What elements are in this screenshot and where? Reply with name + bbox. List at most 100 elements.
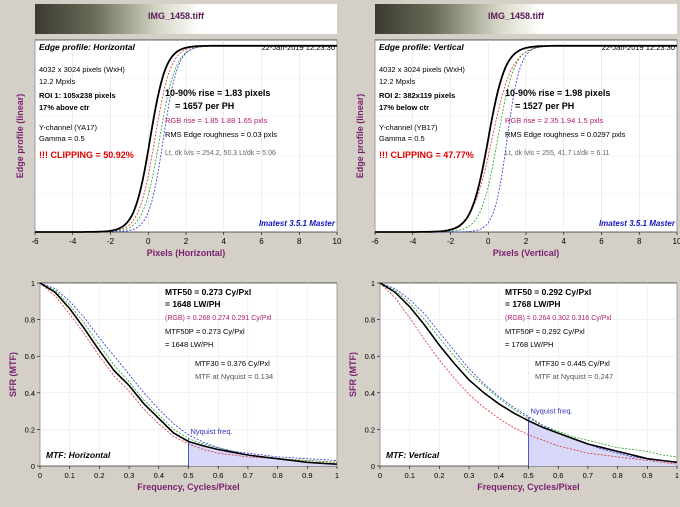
mtf-rgb: (RGB) = 0.264 0.302 0.316 Cy/Pxl <box>505 315 612 322</box>
imatest-brand: Imatest 3.5.1 Master <box>259 219 336 228</box>
mtf-curve-main <box>379 282 678 464</box>
timestamp: 22-Jan-2019 12:23:30 <box>602 43 675 52</box>
edge-roughness: RMS Edge roughness = 0.03 pxls <box>165 130 277 139</box>
x-tick-label: 0 <box>486 237 491 246</box>
x-tick-label: -2 <box>107 237 115 246</box>
mtf-nyquist: MTF at Nyquist = 0.134 <box>195 372 273 381</box>
x-tick-label: 0.8 <box>272 471 282 480</box>
y-tick-label: 0 <box>31 462 35 471</box>
mtf50p-info: MTF50P = 0.292 Cy/Pxl <box>505 327 585 336</box>
rgb-rise: RGB rise = 1.85 1.88 1.65 pxls <box>165 116 268 125</box>
plot-title: Edge profile: Horizontal <box>39 42 136 52</box>
header-white-band <box>201 4 337 34</box>
x-tick-label: 10 <box>673 237 680 246</box>
rgb-rise: RGB rise = 2.35 1.94 1.5 pxls <box>505 116 603 125</box>
mtf-curve-blue <box>379 282 678 463</box>
info-left-line: 4032 x 3024 pixels (WxH) <box>39 65 125 74</box>
x-tick-label: 0.7 <box>243 471 253 480</box>
header-gradient-band <box>35 4 202 34</box>
nyquist-region <box>528 420 677 466</box>
nyquist-region <box>188 441 337 466</box>
y-axis-label: SFR (MTF) <box>8 352 18 397</box>
imatest-brand: Imatest 3.5.1 Master <box>599 219 676 228</box>
y-tick-label: 0.8 <box>365 316 375 325</box>
y-tick-label: 0.4 <box>25 389 35 398</box>
x-tick-label: 0.6 <box>213 471 223 480</box>
mtf50p-lwph: = 1648 LW/PH <box>165 340 213 349</box>
x-tick-label: 0.7 <box>583 471 593 480</box>
edge-plot-0: -6 -4 -2 0 2 4 6 8 10 Pixels (Horizontal) Edge pro… <box>15 39 342 258</box>
x-tick-label: 0.3 <box>464 471 474 480</box>
file-title: IMG_1458.tiff <box>148 11 205 21</box>
x-tick-label: 0.2 <box>434 471 444 480</box>
mtf50-info: MTF50 = 0.273 Cy/Pxl <box>165 287 251 297</box>
x-tick-label: 0.5 <box>183 471 193 480</box>
plot-title: MTF: Horizontal <box>46 450 111 460</box>
info-left-line: 17% below ctr <box>379 103 429 112</box>
file-title: IMG_1458.tiff <box>488 11 545 21</box>
x-tick-label: 0 <box>378 471 382 480</box>
info-left-line: Gamma = 0.5 <box>39 134 85 143</box>
x-tick-label: 8 <box>637 237 642 246</box>
info-left-line: 4032 x 3024 pixels (WxH) <box>379 65 465 74</box>
x-tick-label: 4 <box>562 237 567 246</box>
rise-per-ph: = 1657 per PH <box>175 101 234 111</box>
mtf-plot-3: Nyquist freq. 0 0.1 0.2 0.3 0.4 0.5 0.6 0.7 0.8 0.… <box>348 279 679 492</box>
clipping-warning: !!! CLIPPING = 47.77% <box>379 150 474 160</box>
x-axis-label: Pixels (Horizontal) <box>147 248 226 258</box>
x-tick-label: 0.6 <box>553 471 563 480</box>
y-tick-label: 0.4 <box>365 389 375 398</box>
x-tick-label: 0 <box>38 471 42 480</box>
x-tick-label: -6 <box>371 237 379 246</box>
mtf-curve-red <box>379 282 678 465</box>
x-tick-label: 0.1 <box>64 471 74 480</box>
x-tick-label: 10 <box>333 237 342 246</box>
edge-plot-1: -6 -4 -2 0 2 4 6 8 10 Pixels (Vertical) Edge profi… <box>355 39 680 258</box>
x-tick-label: 8 <box>297 237 302 246</box>
edge-roughness: RMS Edge roughness = 0.0297 pxls <box>505 130 626 139</box>
edge-header-0: IMG_1458.tiff <box>35 4 337 34</box>
clipping-warning: !!! CLIPPING = 50.92% <box>39 150 134 160</box>
y-tick-label: 0 <box>371 462 375 471</box>
edge-header-1: IMG_1458.tiff <box>375 4 677 34</box>
mtf-curve-main <box>39 282 338 465</box>
edge-curve-main <box>375 44 677 233</box>
mtf50-lwph: = 1648 LW/PH <box>165 299 221 309</box>
mtf-curve-blue <box>39 282 338 461</box>
rise-per-ph: = 1527 per PH <box>515 101 574 111</box>
mtf30-info: MTF30 = 0.445 Cy/Pxl <box>535 359 610 368</box>
light-dark-levels: Lt, dk lvls = 254.2, 50.3 Lt/dk = 5.06 <box>165 150 276 157</box>
timestamp: 22-Jan-2019 12:23:30 <box>262 43 335 52</box>
x-tick-label: 2 <box>184 237 189 246</box>
mtf50p-info: MTF50P = 0.273 Cy/Pxl <box>165 327 245 336</box>
y-tick-label: 0.2 <box>365 425 375 434</box>
info-left-line: Gamma = 0.5 <box>379 134 425 143</box>
y-tick-label: 0.8 <box>25 316 35 325</box>
y-tick-label: 0.6 <box>365 352 375 361</box>
x-tick-label: 6 <box>599 237 604 246</box>
x-axis-label: Pixels (Vertical) <box>493 248 560 258</box>
y-axis-label: Edge profile (linear) <box>15 94 25 179</box>
x-tick-label: 0.8 <box>612 471 622 480</box>
header-white-band <box>541 4 677 34</box>
info-left-line: Y-channel (YB17) <box>379 123 438 132</box>
mtf50-info: MTF50 = 0.292 Cy/Pxl <box>505 287 591 297</box>
info-left-line: 12.2 Mpxls <box>39 77 76 86</box>
x-tick-label: 0 <box>146 237 151 246</box>
x-tick-label: -2 <box>447 237 455 246</box>
x-tick-label: 1 <box>335 471 339 480</box>
mtf30-info: MTF30 = 0.376 Cy/Pxl <box>195 359 270 368</box>
rise-info: 10-90% rise = 1.83 pixels <box>165 88 270 98</box>
y-axis-label: Edge profile (linear) <box>355 94 365 179</box>
x-tick-label: 4 <box>222 237 227 246</box>
info-left-line: ROI 2: 382x119 pixels <box>379 91 455 100</box>
info-left-line: 17% above ctr <box>39 103 90 112</box>
x-tick-label: 1 <box>675 471 679 480</box>
info-left-line: ROI 1: 105x238 pixels <box>39 91 116 100</box>
x-tick-label: 6 <box>259 237 264 246</box>
nyquist-label: Nyquist freq. <box>191 427 233 436</box>
mtf-curve-red <box>39 282 338 463</box>
x-tick-label: 0.4 <box>154 471 164 480</box>
mtf-nyquist: MTF at Nyquist = 0.247 <box>535 372 613 381</box>
